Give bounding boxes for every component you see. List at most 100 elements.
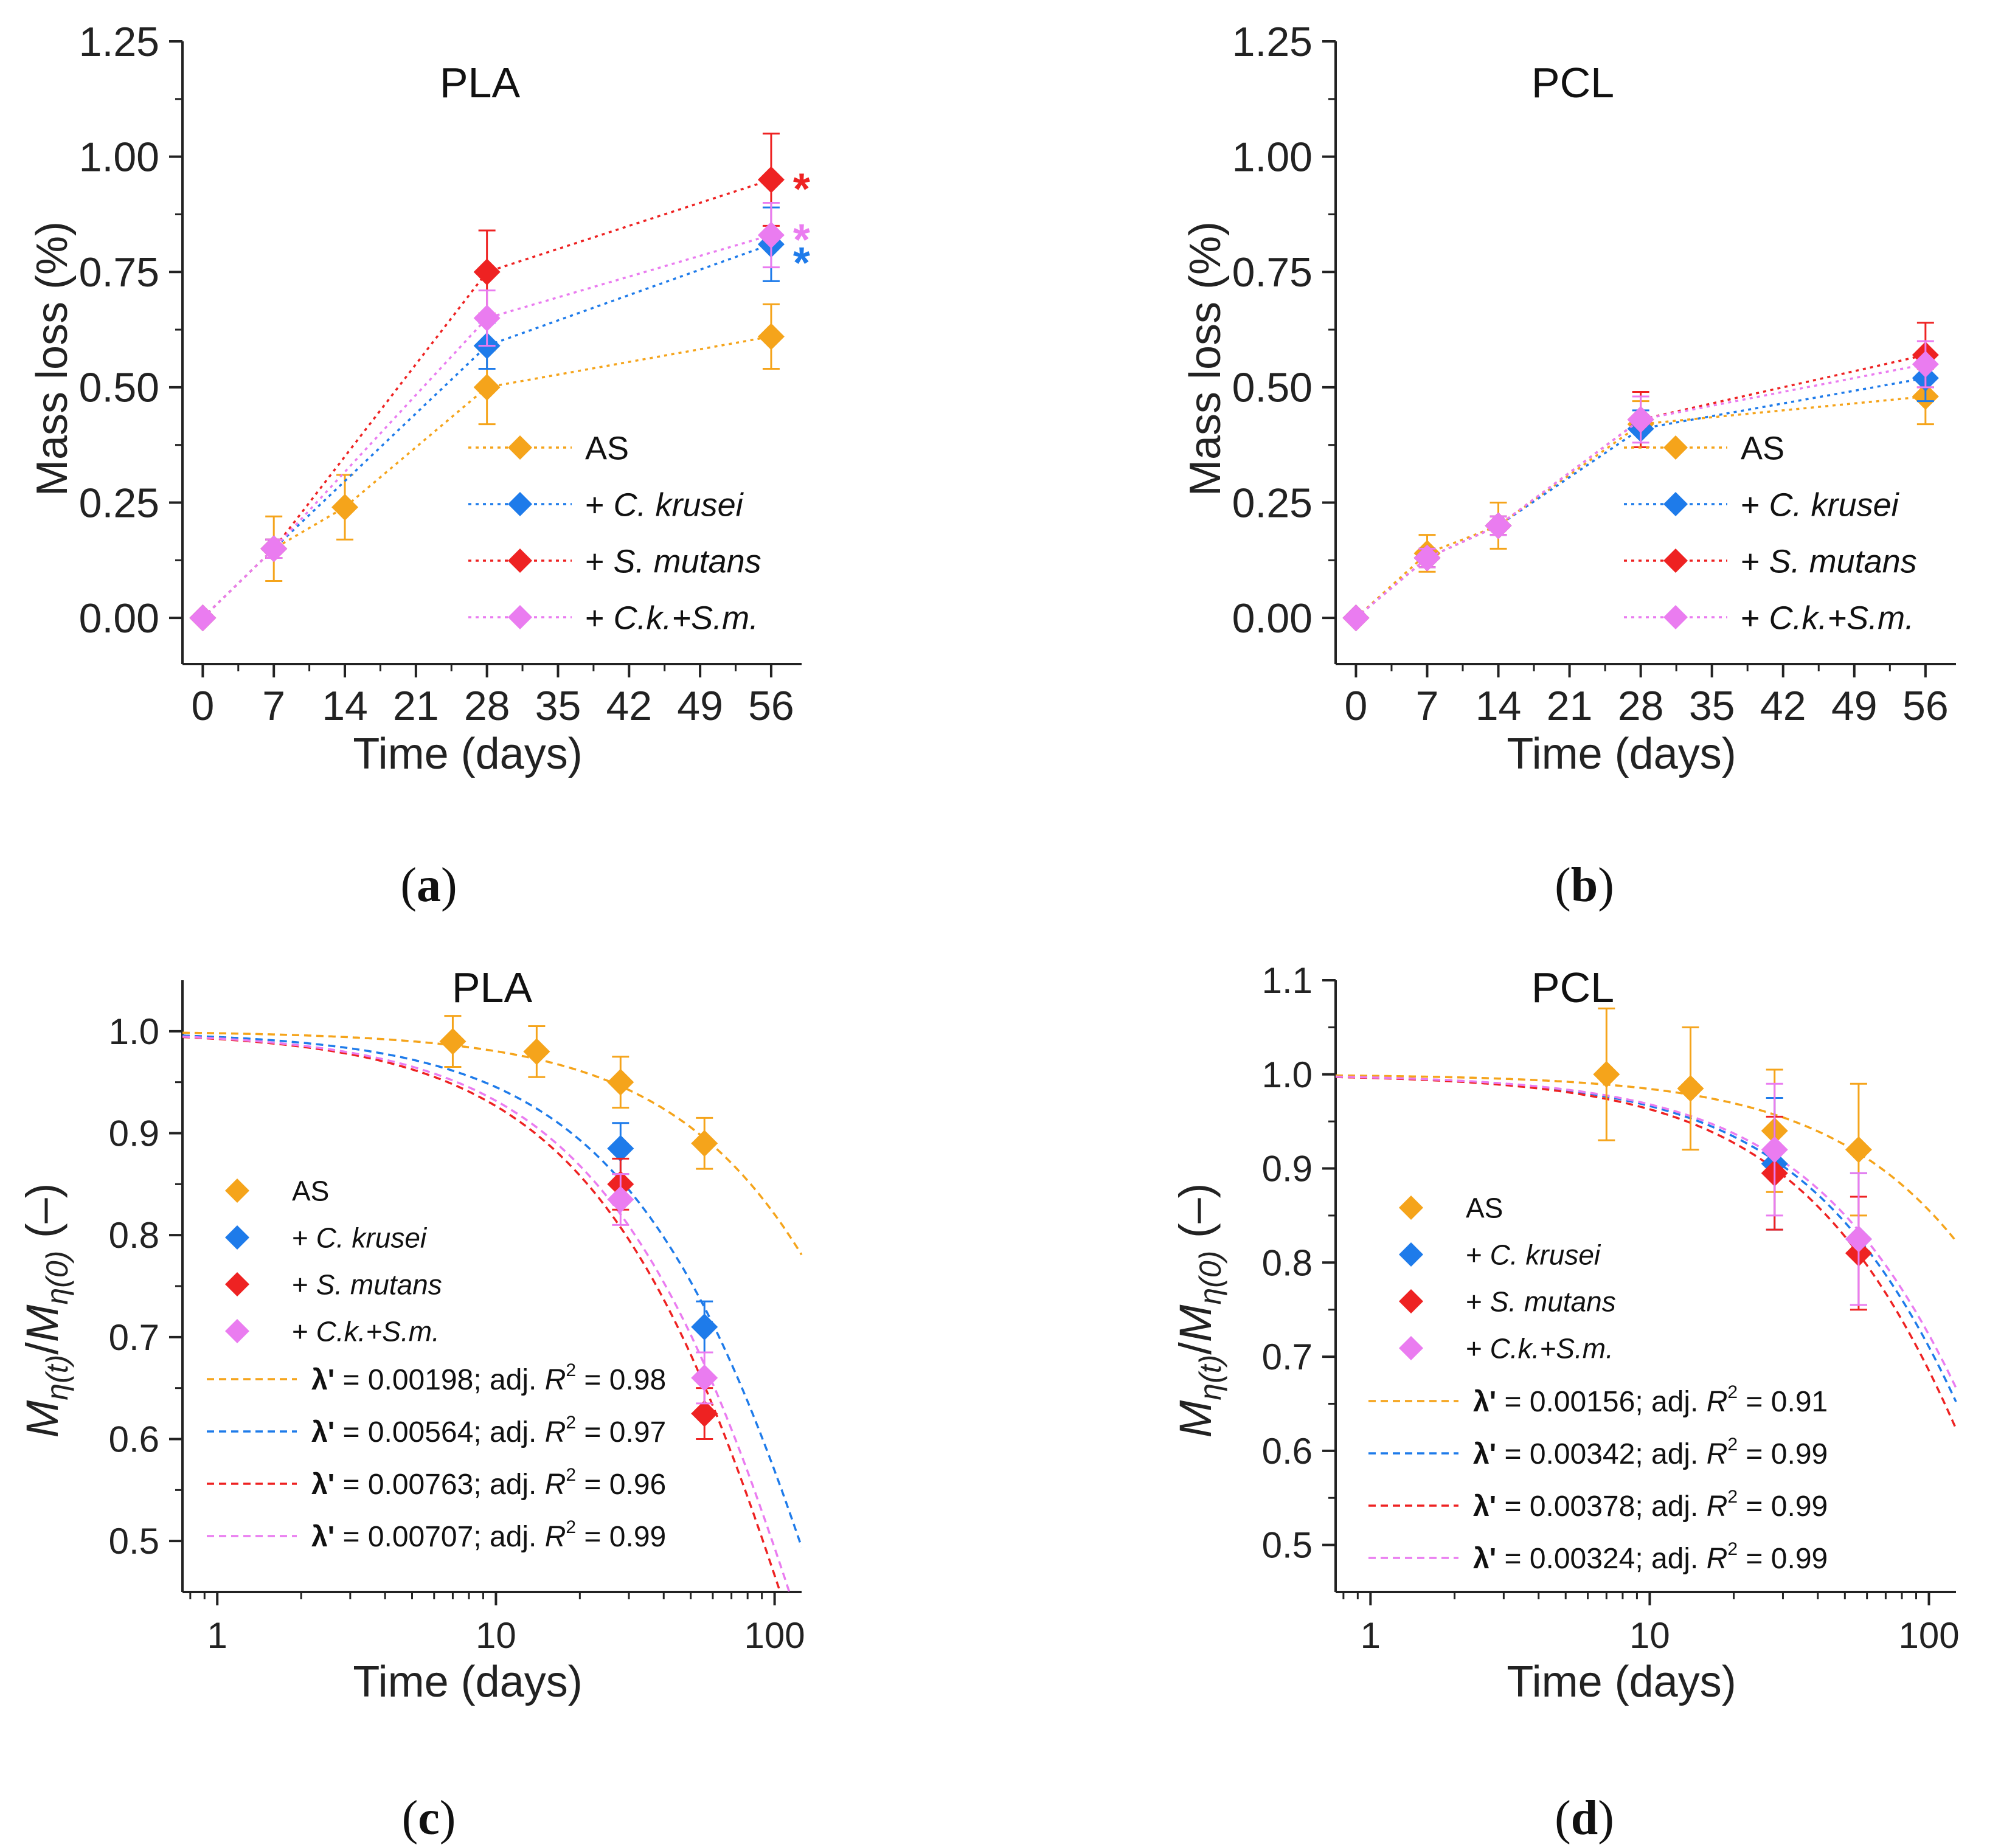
legend-label: AS [1466, 1192, 1503, 1224]
x-tick-label: 7 [1416, 683, 1439, 729]
legend-label: + S. mutans [1466, 1286, 1616, 1318]
panel-label: (b) [1555, 859, 1614, 912]
y-axis-title-part: / [1170, 1342, 1221, 1355]
data-point-c-k-s-m [1845, 1225, 1872, 1253]
fit-legend-r2-value: = 0.98 [576, 1364, 666, 1396]
legend-label: + S. mutans [292, 1269, 442, 1301]
y-axis-title-part: M [1170, 1400, 1221, 1438]
y-axis-title-part: M [17, 1304, 68, 1342]
data-point-s-mutans [691, 1400, 718, 1427]
data-point-s-mutans [473, 258, 501, 286]
legend-marker [225, 1272, 249, 1296]
legend-label-organism: C.k.+S.m. [316, 1316, 440, 1348]
data-point-as [473, 373, 501, 401]
legend-label: AS [292, 1175, 329, 1207]
data-point-c-k-s-m [1342, 604, 1370, 632]
y-tick-label: 0.25 [79, 480, 159, 526]
fit-legend-value: = 0.00156; adj. [1496, 1386, 1707, 1418]
fit-legend-r-sup: 2 [566, 1413, 576, 1433]
x-tick-label: 28 [464, 683, 510, 729]
fit-legend-label: λ' = 0.00707; adj. R2 = 0.99 [311, 1517, 666, 1553]
legend-label-organism: S. mutans [1490, 1286, 1616, 1318]
y-tick-label: 0.7 [1262, 1337, 1313, 1377]
y-axis-title-part: η(0) [40, 1251, 74, 1305]
data-point-c-k-s-m [1912, 350, 1939, 378]
data-point-c-k-s-m [607, 1186, 634, 1213]
fit-legend-label: λ' = 0.00198; adj. R2 = 0.98 [311, 1360, 666, 1396]
y-axis-title-part: / [17, 1342, 68, 1355]
fit-legend-label: λ' = 0.00156; adj. R2 = 0.91 [1473, 1382, 1828, 1418]
legend-label-prefix: + [1466, 1286, 1490, 1318]
fit-legend-r2-value: = 0.91 [1738, 1386, 1828, 1418]
panel-label-paren: ( [1555, 859, 1571, 912]
x-tick-label: 56 [748, 683, 794, 729]
fit-legend-r-sup: 2 [566, 1360, 576, 1380]
panel-label-paren: ( [402, 1791, 418, 1845]
legend-label-prefix: + [1466, 1333, 1490, 1365]
fit-legend-r2-value: = 0.99 [1738, 1490, 1828, 1523]
fit-legend-value: = 0.00198; adj. [335, 1364, 545, 1396]
legend-label: + C.k.+S.m. [585, 600, 758, 636]
legend-label-prefix: + [1466, 1239, 1490, 1271]
fit-legend-label: λ' = 0.00324; adj. R2 = 0.99 [1473, 1539, 1828, 1575]
fit-legend-r: R [1707, 1386, 1728, 1418]
y-tick-label: 1.25 [1232, 19, 1313, 65]
data-point-c-k-s-m [473, 305, 501, 332]
x-tick-label: 28 [1618, 683, 1664, 729]
y-tick-label: 0.5 [1262, 1525, 1313, 1566]
legend-label-organism: S. mutans [1769, 543, 1917, 580]
x-tick-label: 56 [1902, 683, 1949, 729]
x-tick-label: 0 [1345, 683, 1368, 729]
fit-legend-r: R [545, 1416, 566, 1448]
x-axis-title: Time (days) [1507, 1658, 1736, 1706]
fit-legend-value: = 0.00763; adj. [335, 1469, 545, 1501]
data-point-as [439, 1028, 466, 1055]
data-point-c-k-s-m [260, 535, 288, 562]
legend-marker [1663, 605, 1688, 629]
x-tick-label: 14 [322, 683, 368, 729]
x-tick-label: 10 [476, 1615, 516, 1656]
y-tick-label: 0.7 [109, 1317, 159, 1358]
y-tick-label: 1.25 [79, 19, 159, 65]
legend-label-prefix: + [292, 1316, 316, 1348]
legend-label-prefix: + [585, 486, 614, 523]
fit-legend-r2-value: = 0.99 [1738, 1438, 1828, 1470]
legend-label-organism: C. krusei [316, 1222, 428, 1254]
chart-panel-c: 1 10 100 0.5 0.6 0.7 0.8 0.9 1.0 PLA Time (days) Mη… [17, 964, 805, 1706]
y-tick-label: 0.5 [109, 1521, 159, 1562]
panel-label-paren: ) [440, 1791, 456, 1845]
chart-title: PCL [1531, 59, 1614, 106]
x-axis-title: Time (days) [353, 1658, 582, 1706]
x-tick-label: 21 [1547, 683, 1593, 729]
y-axis-title-part: η(0) [1193, 1251, 1227, 1305]
legend-marker [225, 1178, 249, 1203]
y-axis-title-part: η(t) [1193, 1355, 1227, 1400]
panel-label-letter: a [417, 859, 441, 912]
x-tick-label: 14 [1476, 683, 1522, 729]
fit-legend-r: R [1707, 1438, 1728, 1470]
y-tick-label: 1.0 [109, 1011, 159, 1052]
legend-label-organism: C.k.+S.m. [1769, 600, 1915, 636]
series-line-c-k-s-m [1355, 363, 1926, 619]
series-line-c-krusei [1355, 376, 1926, 619]
legend-label-prefix: + [1741, 600, 1769, 636]
legend-label-organism: C.k.+S.m. [1490, 1333, 1614, 1365]
panel-label-paren: ( [1555, 1791, 1571, 1845]
significance-star: * [793, 216, 810, 265]
fit-curve-as [182, 1031, 803, 1256]
legend-label-organism: S. mutans [316, 1269, 442, 1301]
fit-legend-r: R [545, 1364, 566, 1396]
y-tick-label: 1.0 [1262, 1054, 1313, 1095]
legend-label-prefix: + [292, 1269, 316, 1301]
data-point-as [1593, 1061, 1620, 1088]
fit-legend-r2-value: = 0.96 [576, 1469, 666, 1501]
panel-label-paren: ) [441, 859, 457, 912]
fit-curve-s-mutans [182, 1036, 780, 1589]
fit-legend-value: = 0.00707; adj. [335, 1521, 545, 1553]
y-axis-title-part: (–) [17, 1183, 68, 1251]
legend-marker [508, 605, 532, 629]
legend-marker [1399, 1289, 1423, 1313]
fit-legend-lambda: λ' [311, 1469, 335, 1501]
series-line-s-mutans [1355, 354, 1926, 619]
